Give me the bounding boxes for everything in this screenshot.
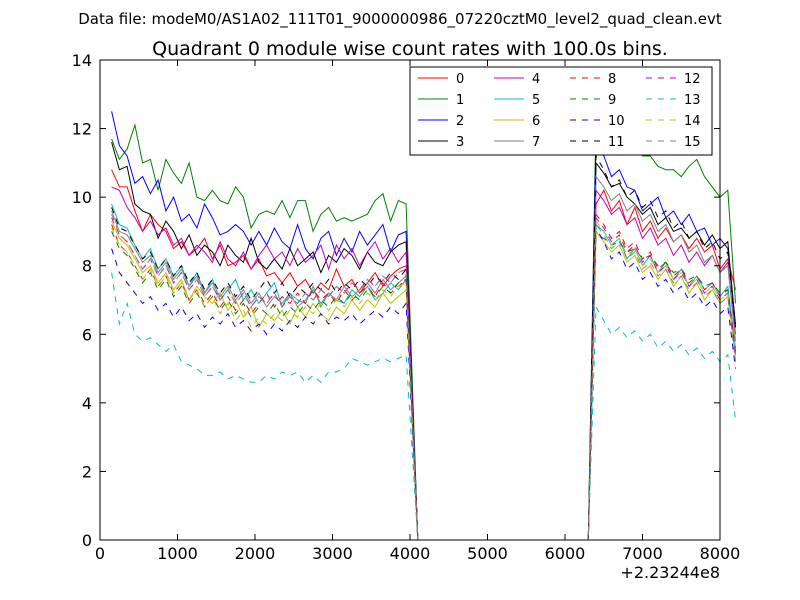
series-line-13 (111, 272, 736, 541)
legend-label-11: 11 (608, 135, 625, 150)
y-tick-label: 2 (82, 462, 92, 481)
legend-label-8: 8 (608, 72, 616, 87)
x-tick-label: 5000 (467, 544, 508, 563)
series-line-3 (111, 142, 736, 541)
series-line-12 (111, 216, 736, 541)
legend-box (409, 66, 713, 156)
series-line-9 (111, 231, 736, 541)
y-tick-label: 10 (72, 188, 92, 207)
y-tick-label: 4 (82, 394, 92, 413)
axes-frame (99, 59, 721, 541)
x-tick-label: 8000 (700, 544, 741, 563)
series-layer (111, 111, 736, 541)
series-line-10 (111, 226, 736, 541)
legend-label-4: 4 (532, 72, 540, 87)
legend-label-12: 12 (684, 72, 701, 87)
y-tick-label: 14 (72, 51, 92, 70)
legend-label-13: 13 (684, 93, 701, 108)
legend-label-10: 10 (608, 114, 625, 129)
y-tick-label: 0 (82, 531, 92, 550)
plot-area: 0 1000 2000 3000 4000 5000 6000 7000 80000246810… (72, 51, 741, 563)
series-line-7 (111, 175, 736, 541)
y-tick-label: 8 (82, 257, 92, 276)
legend-label-1: 1 (456, 93, 464, 108)
series-line-6 (111, 220, 736, 541)
series-line-4 (111, 186, 736, 541)
x-tick-label: 4000 (390, 544, 431, 563)
x-offset-label: +2.23244e8 (620, 563, 720, 582)
tick-layer: 0 1000 2000 3000 4000 5000 6000 7000 80000246810… (72, 51, 741, 563)
legend-label-5: 5 (532, 93, 540, 108)
y-tick-label: 12 (72, 120, 92, 139)
legend-label-7: 7 (532, 135, 540, 150)
legend-label-14: 14 (684, 114, 701, 129)
series-line-15 (111, 214, 736, 541)
figure-suptitle: Data file: modeM0/AS1A02_111T01_90000009… (78, 10, 722, 29)
x-tick-label: 3000 (312, 544, 353, 563)
x-tick-label: 2000 (235, 544, 276, 563)
x-tick-label: 0 (95, 544, 105, 563)
legend-label-9: 9 (608, 93, 616, 108)
chart-title: Quadrant 0 module wise count rates with … (152, 38, 668, 60)
x-tick-label: 1000 (157, 544, 198, 563)
series-line-11 (111, 154, 736, 541)
legend-label-2: 2 (456, 114, 464, 129)
y-tick-label: 6 (82, 325, 92, 344)
series-line-2 (111, 111, 736, 541)
x-tick-label: 6000 (545, 544, 586, 563)
legend-label-3: 3 (456, 135, 464, 150)
legend-label-15: 15 (684, 135, 701, 150)
legend-label-6: 6 (532, 114, 540, 129)
legend-label-0: 0 (456, 72, 464, 87)
series-line-1 (111, 117, 736, 541)
x-tick-label: 7000 (622, 544, 663, 563)
series-line-8 (111, 212, 736, 541)
